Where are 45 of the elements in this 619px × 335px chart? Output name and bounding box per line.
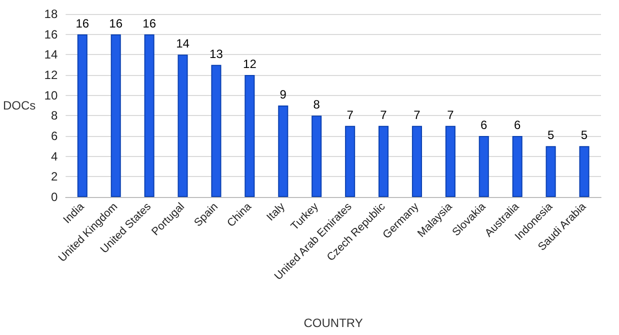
data-label: 5 [580,128,588,142]
data-label: 9 [280,88,287,102]
bar [278,106,288,197]
bar [546,146,556,197]
y-tick-label: 6 [50,129,58,143]
bar [144,34,154,197]
y-tick-label: 8 [50,108,58,123]
data-label: 13 [210,46,224,61]
bar [412,126,422,197]
bar [378,126,389,197]
data-label: 16 [76,16,90,30]
bar [244,75,255,197]
bar [110,34,121,197]
bar [478,136,489,197]
y-tick-label: 16 [44,27,58,42]
y-tick-label: 4 [50,149,58,164]
bar [445,126,456,197]
data-label: 5 [547,128,554,142]
x-tick-label: Italy [264,200,288,224]
data-label: 14 [176,36,190,51]
bar [178,54,188,197]
y-tick-label: 12 [44,68,58,82]
data-label: 12 [243,57,257,71]
bar [77,34,88,197]
y-tick-label: 10 [44,88,58,102]
y-tick-label: 18 [44,7,58,21]
data-label: 6 [480,118,488,132]
bar [345,126,356,197]
bar [512,136,522,197]
data-label: 7 [346,108,354,122]
data-label: 16 [142,16,156,30]
data-label: 7 [447,108,454,122]
data-label: 6 [514,118,522,132]
y-tick-label: 0 [50,190,58,204]
y-tick-label: 14 [44,48,58,62]
bar [579,146,590,197]
bar [211,64,222,197]
data-label: 8 [313,98,320,112]
data-label: 16 [109,16,123,30]
y-tick-label: 2 [50,170,58,184]
bar [312,116,322,197]
data-label: 7 [414,108,421,122]
x-axis-title: COUNTRY [304,316,363,330]
y-axis-title: DOCs [2,98,36,112]
data-label: 7 [380,108,388,122]
